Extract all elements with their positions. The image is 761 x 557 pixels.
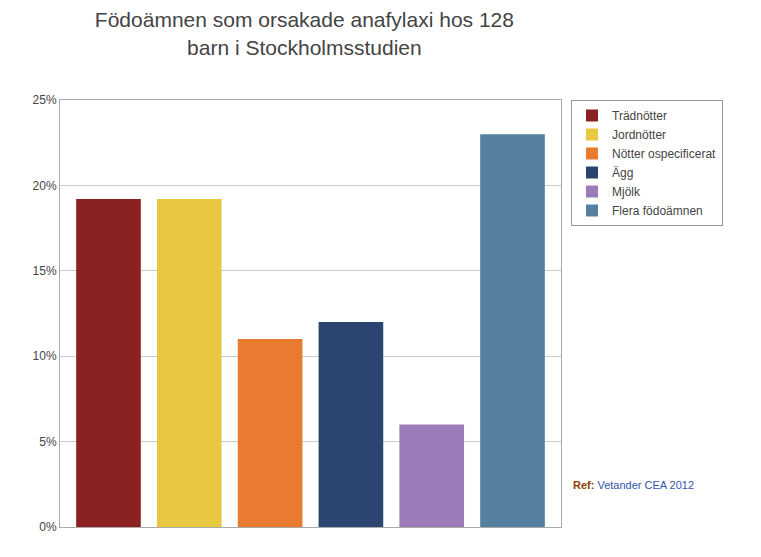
svg-text:Mjölk: Mjölk [612, 185, 641, 199]
svg-text:Jordnötter: Jordnötter [612, 128, 666, 142]
svg-text:25%: 25% [33, 93, 57, 107]
svg-text:Ägg: Ägg [612, 166, 633, 180]
svg-text:Flera födoämnen: Flera födoämnen [612, 204, 703, 218]
svg-text:Trädnötter: Trädnötter [612, 109, 667, 123]
svg-text:20%: 20% [33, 179, 57, 193]
svg-text:Födoämnen som orsakade anafyla: Födoämnen som orsakade anafylaxi hos 128… [95, 8, 514, 58]
svg-text:15%: 15% [33, 264, 57, 278]
svg-text:Nötter ospecificerat: Nötter ospecificerat [612, 147, 716, 161]
svg-text:10%: 10% [33, 349, 57, 363]
svg-text:Ref: Vetander CEA 2012: Ref: Vetander CEA 2012 [573, 479, 694, 491]
svg-text:0%: 0% [39, 520, 57, 534]
svg-text:5%: 5% [39, 435, 57, 449]
